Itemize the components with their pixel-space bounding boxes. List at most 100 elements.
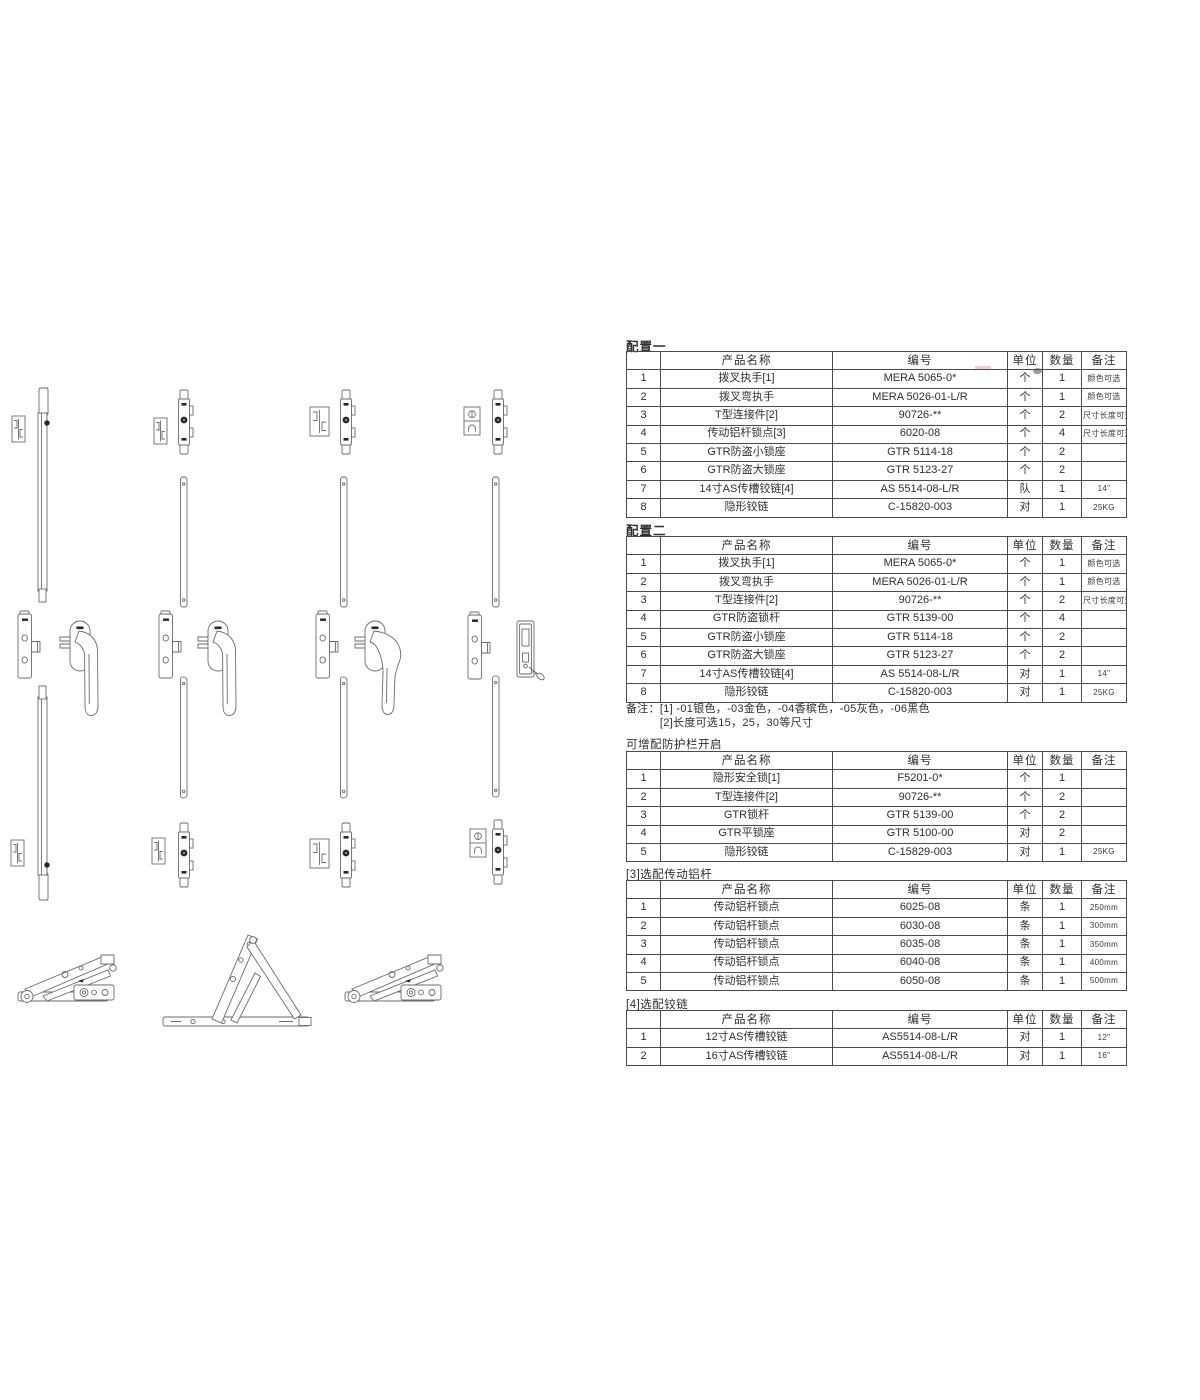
table-cell: 7 — [626, 479, 661, 500]
faint-watermark-mark — [1033, 368, 1042, 374]
table-cell: 250mm — [1081, 898, 1127, 918]
config2-title: 配置二 — [626, 524, 667, 538]
lock-keeper-icon — [10, 839, 25, 867]
table-cell: MERA 5065-0* — [832, 369, 1008, 389]
table-row: 3 GTR锁杆 GTR 5139-00 个 2 — [626, 806, 1127, 826]
lock-keeper-icon — [11, 415, 26, 443]
table-cell: 2 — [1042, 646, 1082, 666]
table-cell: 1 — [1042, 387, 1082, 408]
table-cell: GTR平锁座 — [660, 824, 833, 844]
table-cell: 1 — [1042, 935, 1082, 955]
table-cell: GTR防盗大锁座 — [660, 461, 833, 481]
drive-rod-icon — [37, 387, 51, 603]
column-header: 数量 — [1042, 750, 1082, 771]
table-cell: 6020-08 — [832, 424, 1008, 444]
table-cell: 6 — [626, 646, 661, 666]
lock-point-icon — [467, 611, 491, 680]
column-header: 产品名称 — [660, 350, 833, 371]
table-cell: 2 — [1042, 806, 1082, 826]
column-header: 产品名称 — [660, 535, 833, 556]
table-cell: 隐形铰链 — [660, 683, 833, 703]
table-cell: GTR防盗锁杆 — [660, 609, 833, 629]
table-cell: 颜色可选 — [1081, 369, 1127, 389]
friction-hinge-icon — [344, 954, 444, 1003]
table-row: 5 GTR防盗小锁座 GTR 5114-18 个 2 — [626, 627, 1127, 648]
table-cell: 4 — [1042, 609, 1082, 629]
diagram-column-3 — [309, 389, 402, 888]
table-cell: C-15829-003 — [832, 842, 1008, 863]
aluminium-bar-icon — [180, 476, 188, 608]
table-cell: AS5514-08-L/R — [832, 1046, 1008, 1067]
table-row: 2 T型连接件[2] 90726-** 个 2 — [626, 787, 1127, 808]
lock-keeper-icon — [151, 837, 166, 865]
table-row: 8 隐形铰链 C-15820-003 对 1 25KG — [626, 498, 1127, 518]
table-cell: 拨叉弯执手 — [660, 572, 833, 593]
table-cell: 6035-08 — [832, 935, 1008, 955]
table-cell: 1 — [1042, 683, 1082, 703]
table-cell: 条 — [1007, 971, 1043, 992]
table-cell: 对 — [1007, 683, 1043, 703]
column-header — [626, 750, 661, 771]
table-row: 8 隐形铰链 C-15820-003 对 1 25KG — [626, 683, 1127, 703]
table-row: 5 隐形铰链 C-15829-003 对 1 25KG — [626, 842, 1127, 863]
table-cell: 个 — [1007, 554, 1043, 574]
diagram-column-4 — [463, 389, 546, 885]
table-cell: 个 — [1007, 787, 1043, 808]
table-cell: GTR 5114-18 — [832, 627, 1008, 648]
table-cell: GTR防盗大锁座 — [660, 646, 833, 666]
table-cell: 条 — [1007, 916, 1043, 937]
espagnolette-bar-icon — [178, 389, 194, 455]
table-cell: 4 — [626, 609, 661, 629]
guard-rail-table: 产品名称 编号 单位 数量 备注 1 隐形安全锁[1] F5201-0* 个 1 2 T型连接件[2]… — [626, 750, 1127, 863]
table-cell: 颜色可选 — [1081, 387, 1127, 408]
table-cell: 传动铝杆锁点[3] — [660, 424, 833, 444]
table-cell: 1 — [1042, 842, 1082, 863]
table-cell: 90726-** — [832, 591, 1008, 611]
table-cell: 4 — [626, 424, 661, 444]
lock-keeper-icon — [309, 838, 330, 869]
table-cell: 2 — [1042, 787, 1082, 808]
table-cell: 传动铝杆锁点 — [660, 898, 833, 918]
table-cell: 6040-08 — [832, 953, 1008, 973]
table-cell: 个 — [1007, 627, 1043, 648]
table-cell: T型连接件[2] — [660, 591, 833, 611]
espagnolette-bar-icon — [340, 822, 356, 888]
table-cell: 6025-08 — [832, 898, 1008, 918]
column-header: 产品名称 — [660, 879, 833, 900]
column-header: 单位 — [1007, 350, 1043, 371]
table-cell: 1 — [1042, 971, 1082, 992]
lock-point-icon — [315, 610, 339, 679]
table-cell: 3 — [626, 591, 661, 611]
table-cell: 6 — [626, 461, 661, 481]
friction-hinge-icon — [17, 954, 117, 1003]
table-cell: 对 — [1007, 1028, 1043, 1048]
table-cell: 1 — [1042, 769, 1082, 789]
espagnolette-bar-icon — [340, 389, 356, 455]
table-cell: 4 — [1042, 424, 1082, 444]
table-cell: GTR 5123-27 — [832, 461, 1008, 481]
table-cell: 个 — [1007, 591, 1043, 611]
table-cell — [1081, 824, 1127, 844]
table-cell: 传动铝杆锁点 — [660, 971, 833, 992]
aluminium-bar-icon — [340, 676, 348, 799]
table-cell: 7 — [626, 664, 661, 685]
table-cell: 400mm — [1081, 953, 1127, 973]
aluminium-bar-icon — [340, 476, 348, 608]
table-cell: 对 — [1007, 842, 1043, 863]
table-cell: 拨叉执手[1] — [660, 554, 833, 574]
table-cell: 1 — [1042, 1028, 1082, 1048]
notes-label: 备注： — [626, 703, 660, 715]
table-cell: 尺寸长度可选 — [1081, 591, 1127, 611]
table-cell: 350mm — [1081, 935, 1127, 955]
table-cell: 传动铝杆锁点 — [660, 916, 833, 937]
table-cell: 2 — [626, 916, 661, 937]
table-cell: 2 — [1042, 824, 1082, 844]
optional-hinges-title: [4]选配铰链 — [626, 999, 689, 1011]
table-row: 1 拨叉执手[1] MERA 5065-0* 个 1 颜色可选 — [626, 369, 1127, 389]
table-cell: 90726-** — [832, 787, 1008, 808]
table-cell: 传动铝杆锁点 — [660, 953, 833, 973]
table-cell: GTR 5100-00 — [832, 824, 1008, 844]
table-row: 6 GTR防盗大锁座 GTR 5123-27 个 2 — [626, 646, 1127, 666]
table-cell: 12寸AS传槽铰链 — [660, 1028, 833, 1048]
